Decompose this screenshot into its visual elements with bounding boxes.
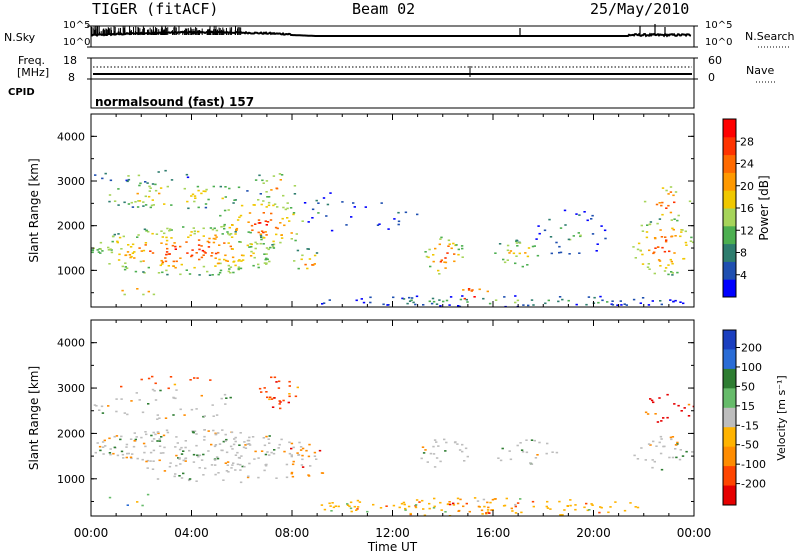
velocity-colorbar-swatch (723, 349, 736, 370)
freq-label: Freq. (18, 54, 46, 67)
x-axis-label: Time UT (367, 540, 418, 554)
freq-panel (90, 57, 695, 80)
velocity-tick-label: -100 (741, 458, 766, 471)
power-colorbar-swatch (723, 136, 736, 156)
x-tick-label: 08:00 (275, 526, 310, 540)
cpid-label: CPID (8, 87, 35, 98)
power-colorbar-swatch (723, 172, 736, 191)
radar-title: TIGER (fitACF) (92, 0, 219, 18)
power-tick-label: 12 (740, 224, 754, 237)
power-panel (91, 169, 694, 307)
velocity-tick-label: 200 (741, 342, 762, 355)
y-axis-label: Slant Range [km] (27, 158, 41, 262)
power-colorbar-swatch (723, 261, 736, 280)
x-tick-label: 20:00 (576, 526, 611, 540)
y-tick-label: 3000 (57, 175, 85, 188)
nsky-trace (90, 29, 692, 38)
nave-label: Nave (746, 64, 775, 77)
velocity-colorbar-swatch (723, 407, 736, 428)
velocity-colorbar-swatch (723, 485, 736, 506)
power-tick-label: 8 (740, 247, 747, 260)
power-tick-label: 16 (740, 202, 754, 215)
power-colorbar-swatch (723, 119, 736, 138)
velocity-tick-label: 100 (741, 361, 762, 374)
axes-layer: 1000 2000 3000 4000 Slant Range [km] 1000 2000… (27, 113, 712, 554)
velocity-colorbar-label: Velocity [m s⁻¹] (775, 375, 788, 460)
nsky-bottom-tick: 10^0 (63, 37, 91, 48)
freq-unit: [MHz] (17, 66, 50, 79)
colorbars: 4 8 12 16 20 24 28 Power [dB] 200 100 50 15 -15 -50 -1… (722, 118, 788, 506)
velocity-colorbar-swatch (723, 446, 736, 467)
nsearch-top-tick: 10^5 (705, 20, 733, 31)
x-tick-label: 00:00 (74, 526, 109, 540)
velocity-colorbar-frame (722, 329, 737, 506)
power-colorbar-swatch (723, 225, 736, 245)
velocity-tick-label: -15 (741, 419, 759, 432)
nsearch-label: N.Search (745, 30, 795, 43)
velocity-colorbar-swatch (723, 427, 736, 448)
velocity-tick-label: -50 (741, 439, 759, 452)
power-tick-label: 24 (740, 158, 754, 171)
velocity-colorbar-swatch (723, 466, 736, 487)
velocity-tick-label: -200 (741, 478, 766, 491)
cpid-panel (90, 78, 695, 109)
power-frame (90, 113, 695, 308)
velocity-tick-label: 50 (741, 380, 755, 393)
x-tick-label: 16:00 (476, 526, 511, 540)
y-tick-label: 3000 (57, 382, 85, 395)
nave-bottom-tick: 0 (708, 71, 715, 84)
power-colorbar-swatch (723, 190, 736, 209)
power-tick-label: 20 (740, 180, 754, 193)
power-colorbar-swatch (723, 154, 736, 173)
y-tick-label: 4000 (57, 337, 85, 350)
nave-top-tick: 60 (708, 54, 722, 67)
velocity-colorbar-swatch (723, 388, 736, 409)
velocity-panel (93, 375, 694, 516)
y-tick-label: 1000 (57, 473, 85, 486)
nsky-label: N.Sky (4, 31, 36, 44)
power-colorbar-swatch (723, 208, 736, 227)
freq-bottom-tick: 8 (68, 71, 75, 84)
velocity-frame (90, 319, 695, 517)
velocity-tick-label: 15 (741, 400, 755, 413)
y-tick-label: 2000 (57, 427, 85, 440)
nsky-panel (90, 25, 695, 48)
nsky-top-tick: 10^5 (63, 20, 91, 31)
power-colorbar-label: Power [dB] (757, 175, 771, 240)
power-tick-label: 28 (740, 135, 754, 148)
beam-label: Beam 02 (352, 0, 416, 18)
top-panels (87, 24, 790, 109)
cpid-value: normalsound (fast) 157 (95, 95, 255, 109)
velocity-colorbar-swatch (723, 368, 736, 389)
velocity-colorbar-swatch (723, 330, 736, 350)
nsearch-bottom-tick: 10^0 (705, 37, 733, 48)
power-colorbar-swatch (723, 243, 736, 262)
power-tick-label: 4 (740, 269, 747, 282)
freq-top-tick: 18 (63, 54, 77, 67)
y-tick-label: 2000 (57, 220, 85, 233)
power-colorbar-swatch (723, 279, 736, 298)
x-tick-label: 04:00 (174, 526, 209, 540)
y-tick-label: 4000 (57, 130, 85, 143)
x-tick-label: 12:00 (375, 526, 410, 540)
date-label: 25/May/2010 (590, 0, 690, 18)
y-axis-label: Slant Range [km] (27, 366, 41, 470)
x-tick-label: 00:00 (677, 526, 712, 540)
y-tick-label: 1000 (57, 264, 85, 277)
